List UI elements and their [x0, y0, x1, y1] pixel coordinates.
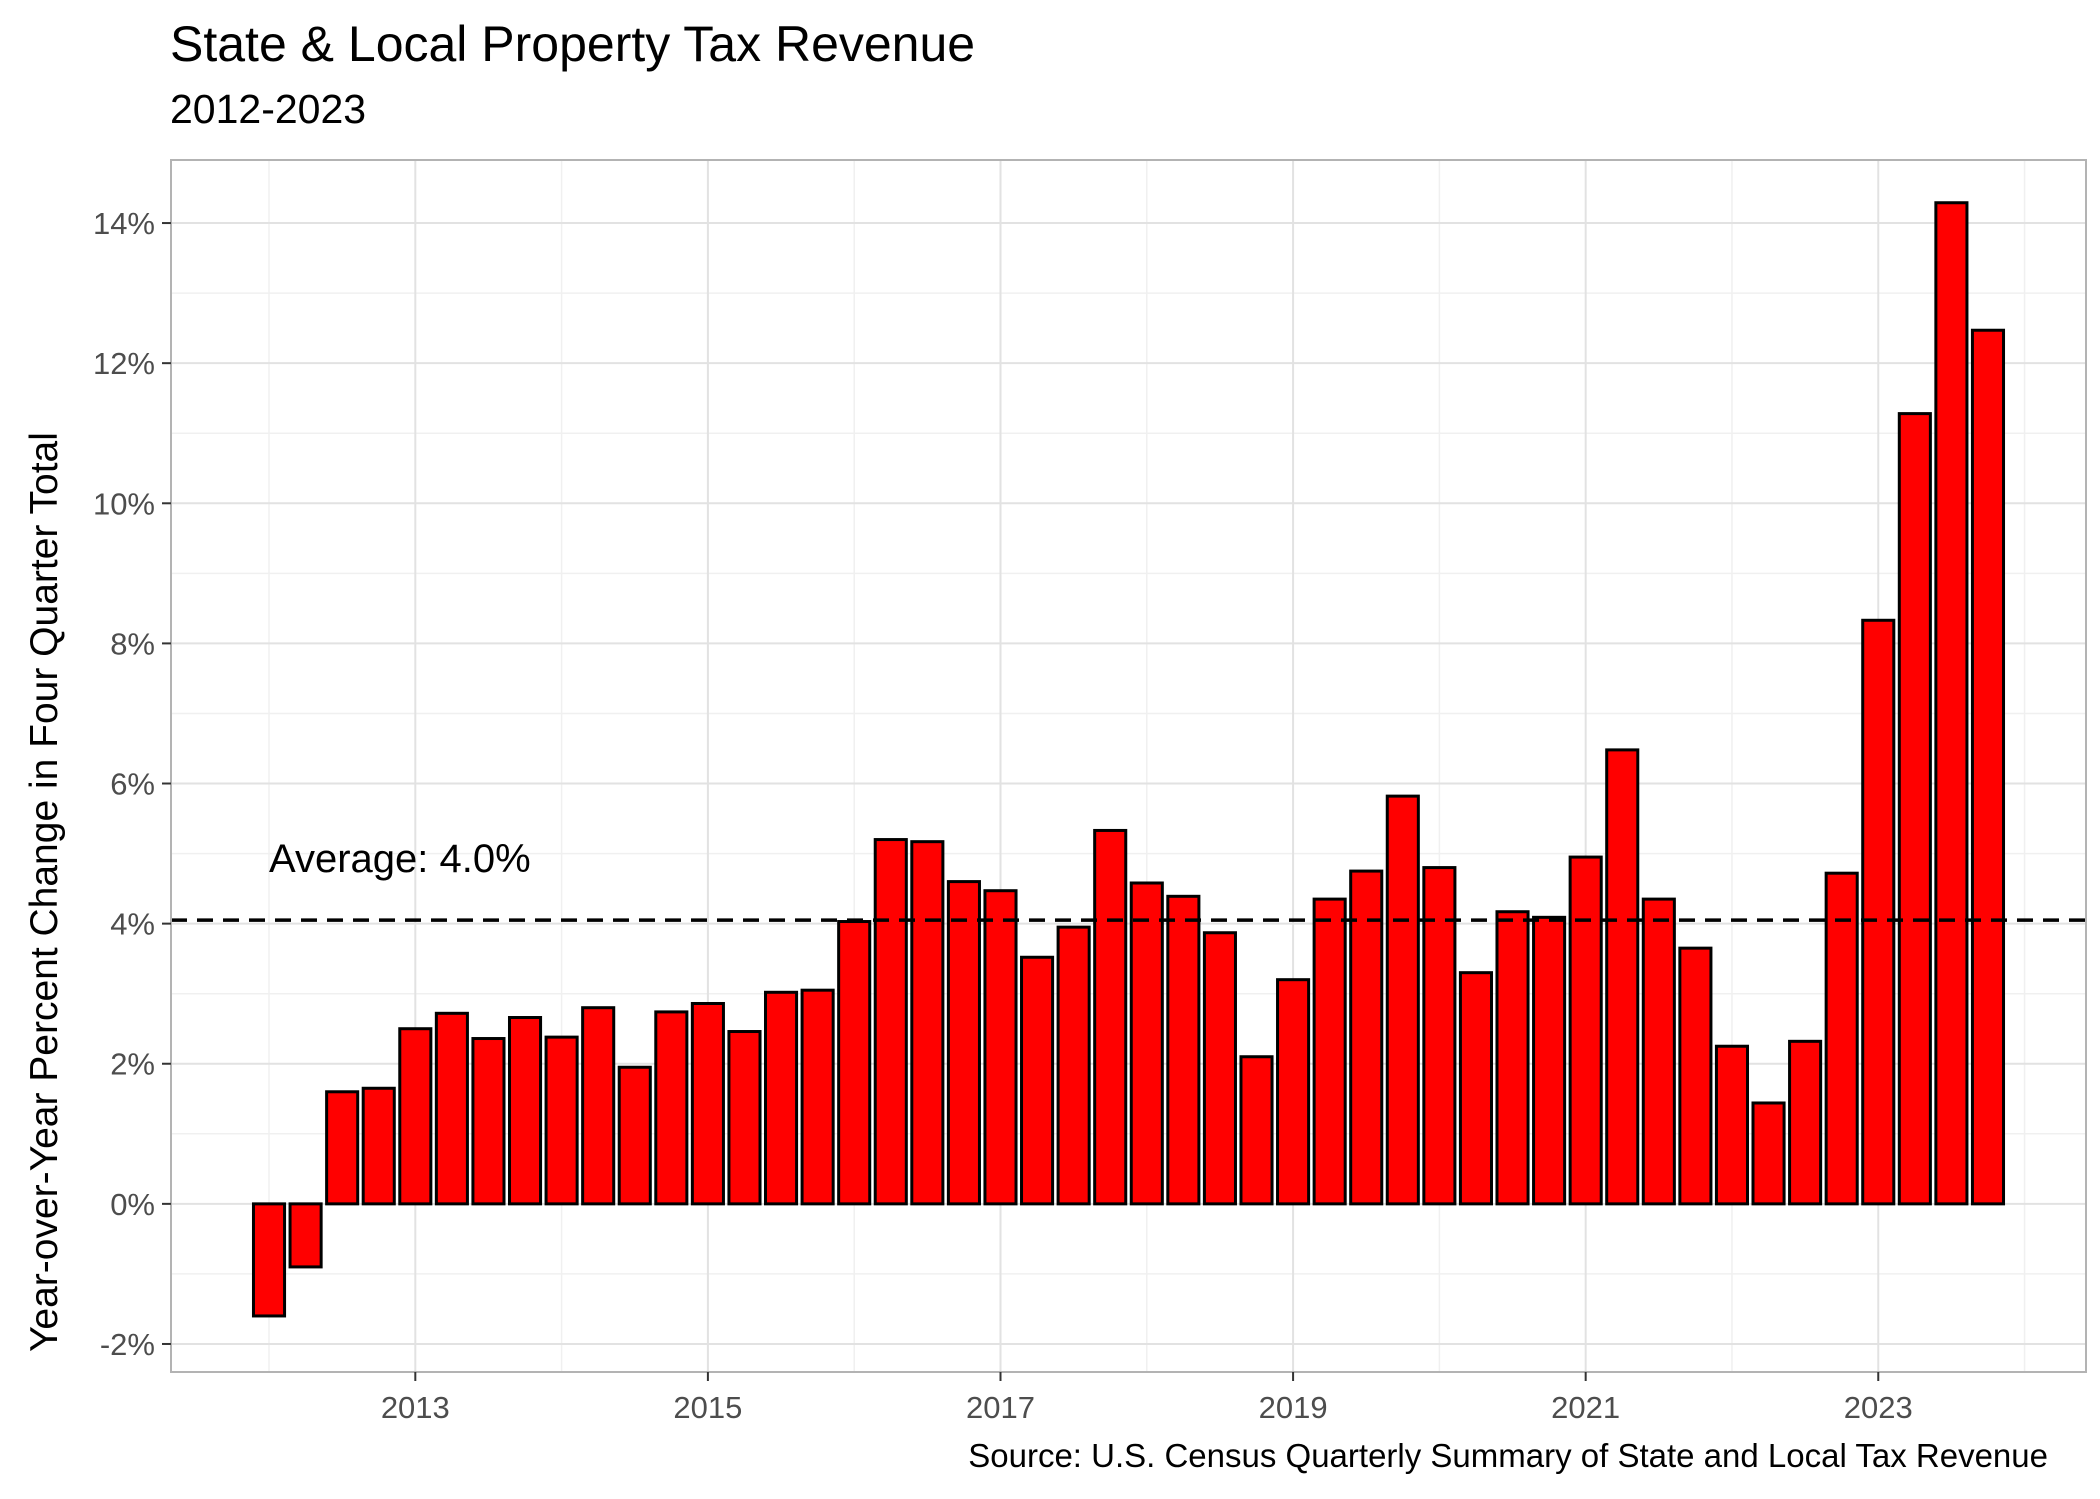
bar-2023-Q3: [1934, 201, 1969, 1206]
bar-2015-Q2: [727, 1030, 762, 1206]
bar-2017-Q3: [1056, 925, 1091, 1206]
bar-2023-Q1: [1861, 618, 1896, 1206]
bar-2014-Q4: [654, 1010, 689, 1206]
x-tick-label: 2013: [381, 1390, 450, 1425]
x-tick-label: 2019: [1259, 1390, 1328, 1425]
bar-2013-Q1: [398, 1027, 433, 1206]
bar-2020-Q4: [1532, 915, 1567, 1206]
bar-2023-Q4: [1970, 328, 2006, 1206]
source-note: Source: U.S. Census Quarterly Summary of…: [968, 1437, 2048, 1474]
bar-2022-Q2: [1751, 1101, 1786, 1206]
chart-title: State & Local Property Tax Revenue: [170, 16, 976, 72]
x-tick-label: 2023: [1844, 1390, 1913, 1425]
bar-2017-Q4: [1093, 828, 1128, 1206]
bar-2012-Q4: [361, 1086, 396, 1206]
bar-2012-Q2: [288, 1202, 323, 1269]
bar-2018-Q1: [1129, 881, 1164, 1206]
bar-2016-Q1: [837, 920, 872, 1206]
bar-2012-Q3: [325, 1090, 360, 1206]
bar-2014-Q3: [617, 1065, 652, 1206]
bar-2015-Q1: [690, 1001, 725, 1206]
bar-2019-Q1: [1276, 978, 1311, 1206]
y-tick-label: -2%: [100, 1327, 155, 1362]
bar-2020-Q1: [1422, 866, 1457, 1206]
bar-2019-Q2: [1312, 897, 1347, 1206]
y-tick-label: 10%: [93, 486, 155, 521]
bar-2018-Q3: [1202, 931, 1237, 1206]
bar-2022-Q3: [1788, 1039, 1823, 1206]
bar-2018-Q4: [1239, 1055, 1274, 1206]
bar-2019-Q3: [1349, 869, 1384, 1206]
y-tick-label: 6%: [110, 767, 155, 802]
bar-2016-Q4: [946, 880, 981, 1206]
chart-subtitle: 2012-2023: [170, 86, 367, 132]
bar-2016-Q3: [910, 840, 945, 1206]
bar-2021-Q3: [1641, 897, 1676, 1206]
bar-2020-Q2: [1458, 971, 1493, 1206]
x-tick-label: 2017: [966, 1390, 1035, 1425]
bar-2018-Q2: [1166, 894, 1201, 1206]
bar-2014-Q2: [581, 1006, 616, 1206]
bar-2013-Q2: [434, 1011, 469, 1206]
bar-2016-Q2: [873, 838, 908, 1206]
bar-2021-Q2: [1605, 748, 1640, 1206]
bar-2015-Q4: [800, 988, 835, 1206]
bar-2023-Q2: [1897, 412, 1932, 1206]
bar-2013-Q4: [507, 1016, 543, 1206]
average-label: Average: 4.0%: [269, 837, 531, 881]
bar-2012-Q1: [251, 1202, 287, 1318]
y-tick-label: 2%: [110, 1047, 155, 1082]
bar-2021-Q1: [1568, 855, 1603, 1206]
x-tick-label: 2015: [673, 1390, 742, 1425]
bar-2017-Q1: [983, 889, 1018, 1206]
bar-2013-Q3: [471, 1037, 506, 1206]
bar-2014-Q1: [544, 1035, 579, 1206]
bar-2017-Q2: [1020, 955, 1055, 1206]
y-tick-label: 14%: [93, 206, 155, 241]
bar-2022-Q4: [1824, 871, 1859, 1206]
bar-2021-Q4: [1678, 946, 1713, 1206]
bar-2022-Q1: [1714, 1044, 1750, 1206]
x-tick-label: 2021: [1551, 1390, 1620, 1425]
panel-border: [170, 159, 2087, 1373]
y-tick-label: 12%: [93, 346, 155, 381]
y-tick-label: 8%: [110, 626, 155, 661]
y-tick-label: 4%: [110, 907, 155, 942]
bar-2019-Q4: [1385, 794, 1420, 1206]
y-tick-label: 0%: [110, 1187, 155, 1222]
bar-2020-Q3: [1495, 910, 1530, 1206]
bar-2015-Q3: [764, 990, 799, 1206]
